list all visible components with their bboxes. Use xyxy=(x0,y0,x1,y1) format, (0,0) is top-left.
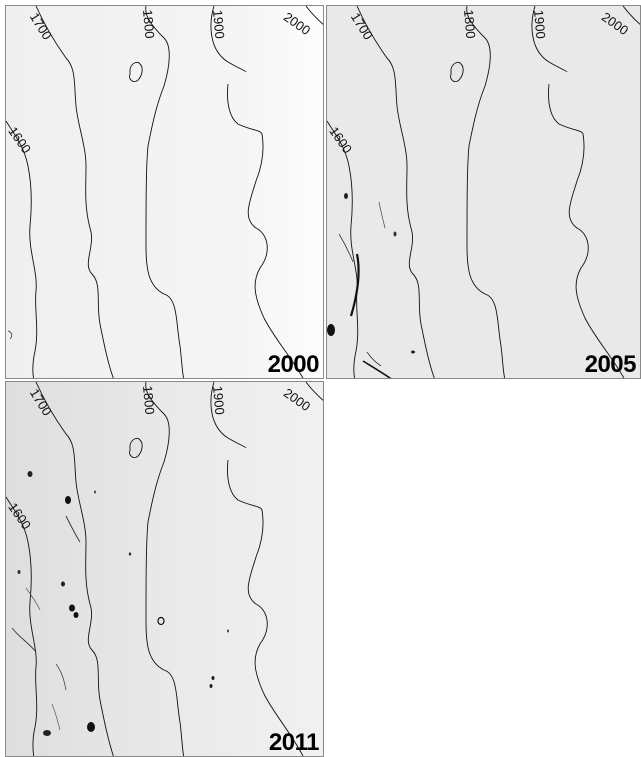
crevasse xyxy=(51,703,61,731)
crevasse xyxy=(362,360,392,378)
contour-label-1900: 1900 xyxy=(531,9,548,39)
crevasse xyxy=(55,663,67,691)
contour-line-1800 xyxy=(145,6,185,378)
dark-spot xyxy=(128,552,132,556)
contour-line-1900 xyxy=(531,6,625,378)
year-label: 2011 xyxy=(268,729,320,756)
nunatak-outline xyxy=(129,437,143,459)
contour-line-1600 xyxy=(6,120,38,378)
nunatak-outline xyxy=(129,61,143,83)
crevasse xyxy=(349,253,360,317)
contour-line-2000 xyxy=(305,6,323,25)
year-label: 2005 xyxy=(584,351,637,378)
dark-spot xyxy=(327,324,335,336)
ice-surface xyxy=(6,382,323,756)
contour-line-1900 xyxy=(210,6,304,378)
contour-label-1900: 1900 xyxy=(210,385,227,415)
dark-spot xyxy=(73,612,79,618)
contour-label-1900: 1900 xyxy=(210,9,227,39)
dark-spot xyxy=(43,730,51,736)
crevasse xyxy=(338,233,354,263)
crevasse xyxy=(11,627,37,653)
surface-feature xyxy=(7,330,13,340)
crevasse xyxy=(65,515,81,543)
contour-line-1900 xyxy=(210,382,304,756)
contour-line-1600 xyxy=(6,496,38,756)
contour-label-1800: 1800 xyxy=(140,385,157,415)
year-label: 2000 xyxy=(267,351,320,378)
surface-feature xyxy=(378,201,386,229)
dark-spot xyxy=(344,193,348,199)
crevasse xyxy=(366,351,382,367)
dark-spot xyxy=(157,616,165,626)
dark-spot xyxy=(65,496,71,504)
dark-spot xyxy=(209,684,213,688)
map-panel-2011: 1600 1700 1800 1900 2000 2011 xyxy=(5,381,324,757)
contour-line-2000 xyxy=(622,6,640,25)
contour-line-1800 xyxy=(145,382,185,756)
contour-map-2000: 1600 1700 1800 1900 2000 xyxy=(6,6,323,378)
dark-spot xyxy=(227,629,229,633)
contour-line-1600 xyxy=(327,120,359,378)
crevasse xyxy=(25,587,41,611)
dark-spot xyxy=(17,570,21,574)
dark-spot xyxy=(69,604,75,612)
contour-line-1700 xyxy=(356,6,435,378)
ice-surface xyxy=(327,6,640,378)
dark-spot xyxy=(27,471,33,477)
dark-spot xyxy=(411,350,415,354)
contour-label-1800: 1800 xyxy=(461,9,478,39)
contour-line-1800 xyxy=(466,6,506,378)
map-panel-2000: 1600 1700 1800 1900 2000 2000 xyxy=(5,5,324,379)
dark-spot xyxy=(94,490,96,494)
contour-line-1700 xyxy=(35,382,114,756)
contour-line-1700 xyxy=(35,6,114,378)
contour-line-2000 xyxy=(305,382,323,401)
dark-spot xyxy=(211,676,215,680)
contour-map-2005: 1600 1700 1800 1900 2000 xyxy=(327,6,640,378)
dark-spot xyxy=(87,722,95,732)
map-panel-2005: 1600 1700 1800 1900 2000 2005 xyxy=(326,5,641,379)
dark-spot xyxy=(61,581,65,587)
ice-surface xyxy=(6,6,323,378)
contour-map-2011: 1600 1700 1800 1900 2000 xyxy=(6,382,323,756)
dark-spot xyxy=(393,231,397,237)
nunatak-outline xyxy=(450,61,464,83)
contour-label-1800: 1800 xyxy=(140,9,157,39)
